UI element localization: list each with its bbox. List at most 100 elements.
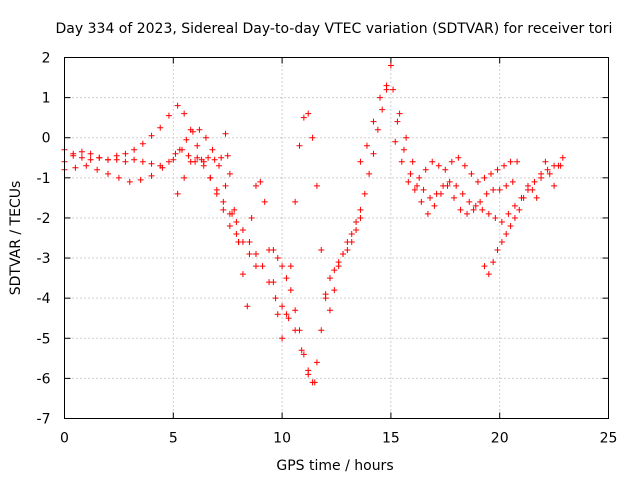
x-tick-label: 25 (600, 431, 618, 447)
data-point (392, 138, 399, 145)
data-point (344, 247, 351, 254)
data-point (498, 239, 505, 246)
series-track-f (270, 214, 364, 386)
data-point (490, 186, 497, 193)
x-tick-label: 20 (491, 431, 509, 447)
data-point (470, 206, 477, 213)
data-point (185, 152, 192, 159)
data-point (420, 186, 427, 193)
data-point (283, 311, 290, 318)
data-points (61, 62, 566, 386)
data-point (331, 287, 338, 294)
data-point (464, 210, 471, 217)
data-point (105, 156, 112, 163)
data-point (418, 198, 425, 205)
data-point (511, 202, 518, 209)
data-point (209, 146, 216, 153)
data-point (429, 158, 436, 165)
data-point (357, 206, 364, 213)
data-point (326, 275, 333, 282)
data-point (113, 156, 120, 163)
series-track-g (357, 82, 521, 185)
data-point (503, 230, 510, 237)
data-point (87, 150, 94, 157)
data-point (148, 160, 155, 167)
data-point (226, 210, 233, 217)
data-point (261, 198, 268, 205)
data-point (252, 263, 259, 270)
series-track-b (61, 126, 242, 246)
data-point (427, 194, 434, 201)
data-point (481, 263, 488, 270)
data-point (396, 110, 403, 117)
data-point (501, 162, 508, 169)
data-point (326, 307, 333, 314)
data-point (416, 174, 423, 181)
data-point (196, 126, 203, 133)
data-point (165, 112, 172, 119)
data-point (244, 303, 251, 310)
data-point (252, 251, 259, 258)
data-point (165, 158, 172, 165)
data-point (246, 239, 253, 246)
data-point (292, 198, 299, 205)
data-point (270, 247, 277, 254)
data-point (409, 158, 416, 165)
data-point (239, 271, 246, 278)
data-point (233, 230, 240, 237)
data-point (509, 178, 516, 185)
y-tick-label: 1 (42, 91, 51, 107)
data-point (555, 162, 562, 169)
data-point (231, 206, 238, 213)
x-tick-label: 10 (273, 431, 291, 447)
data-point (357, 158, 364, 165)
y-tick-label: 2 (42, 51, 51, 67)
plot-frame (64, 57, 609, 419)
data-point (139, 158, 146, 165)
data-point (94, 166, 101, 173)
data-point (272, 295, 279, 302)
data-point (442, 166, 449, 173)
y-tick-label: -3 (37, 251, 51, 267)
data-point (505, 210, 512, 217)
data-point (213, 186, 220, 193)
data-point (520, 194, 527, 201)
data-point (538, 174, 545, 181)
data-point (226, 222, 233, 229)
data-point (313, 182, 320, 189)
data-point (446, 178, 453, 185)
data-point (398, 158, 405, 165)
data-point (137, 176, 144, 183)
series-track-h (394, 118, 564, 225)
data-point (437, 190, 444, 197)
y-tick-label: -6 (37, 371, 51, 387)
data-point (298, 347, 305, 354)
data-point (200, 162, 207, 169)
data-point (559, 154, 566, 161)
data-point (435, 162, 442, 169)
data-point (531, 178, 538, 185)
data-point (533, 194, 540, 201)
data-point (300, 114, 307, 121)
data-point (274, 255, 281, 262)
data-point (546, 170, 553, 177)
data-point (172, 150, 179, 157)
series-track-i (392, 138, 516, 217)
data-point (222, 130, 229, 137)
data-point (387, 62, 394, 69)
data-point (348, 239, 355, 246)
data-point (403, 134, 410, 141)
data-point (490, 259, 497, 266)
data-point (507, 158, 514, 165)
data-point (292, 307, 299, 314)
data-point (374, 126, 381, 133)
data-point (174, 190, 181, 197)
data-point (96, 154, 103, 161)
y-tick-label: -1 (37, 171, 51, 187)
data-point (544, 166, 551, 173)
data-point (170, 156, 177, 163)
data-point (405, 178, 412, 185)
data-point (503, 182, 510, 189)
data-point (205, 154, 212, 161)
y-axis-label: SDTVAR / TECUs (8, 181, 24, 296)
